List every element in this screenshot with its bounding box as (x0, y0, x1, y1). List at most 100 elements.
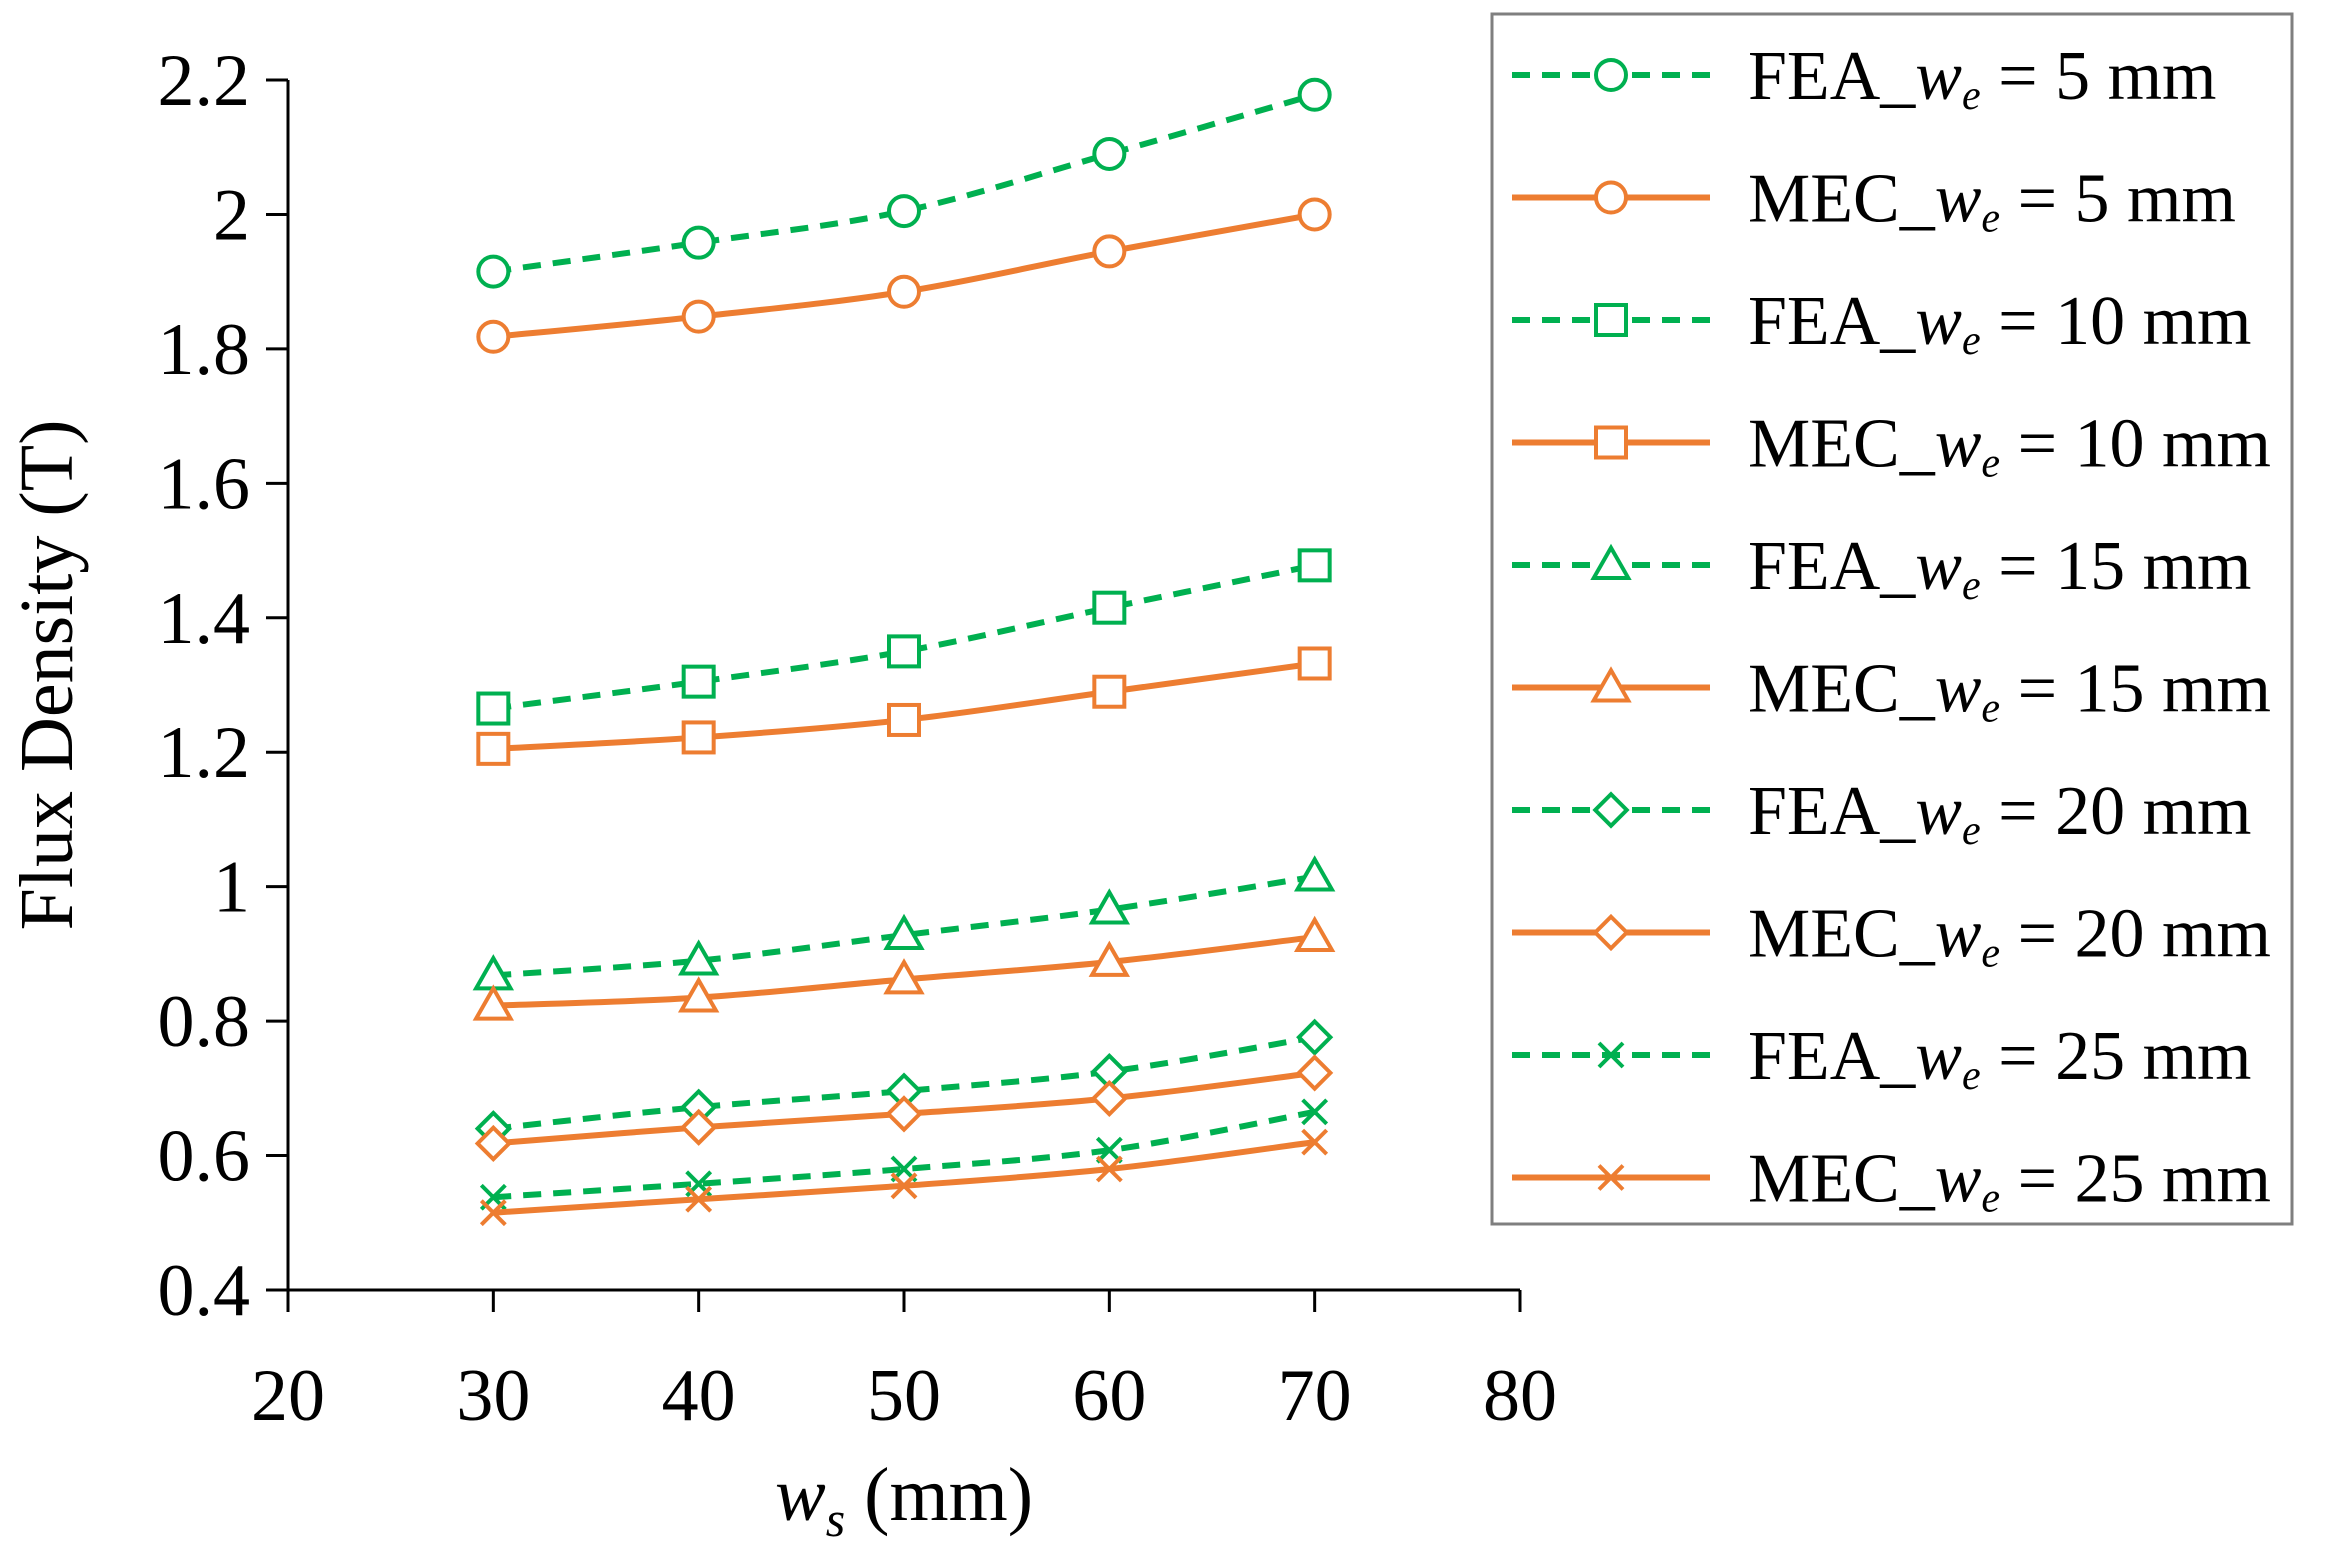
legend-label-prefix: MEC_ (1748, 161, 1936, 238)
data-point-circle (1297, 197, 1332, 232)
data-point-circle (476, 319, 511, 354)
y-tick-label: 0.6 (158, 1116, 251, 1198)
legend-label-suffix: = 20 mm (1981, 773, 2252, 850)
y-tick-label: 1.8 (158, 309, 251, 391)
series-line (493, 873, 1316, 979)
legend-label-var: w (1915, 528, 1962, 605)
legend-box (1490, 12, 2294, 1226)
data-point-triangle (677, 939, 720, 976)
data-point-circle (887, 274, 921, 309)
legend-label-suffix: = 20 mm (2000, 896, 2271, 973)
legend-entry: MEC_we = 15 mm (1512, 651, 2271, 732)
data-point-circle (1092, 136, 1127, 171)
legend-label-prefix: MEC_ (1748, 651, 1936, 728)
data-point-circle (1594, 58, 1628, 92)
data-point-triangle (1293, 855, 1336, 892)
data-point-diamond (1592, 791, 1630, 829)
legend-entry: FEA_we = 10 mm (1512, 283, 2251, 364)
data-point-triangle (1088, 888, 1131, 925)
legend-entry: FEA_we = 20 mm (1512, 773, 2251, 854)
legend-label-prefix: MEC_ (1748, 406, 1936, 483)
data-point-square (476, 731, 511, 766)
series-line (492, 91, 1316, 275)
legend-label-sub: e (1981, 196, 2000, 242)
series-fea-triangle (472, 855, 1336, 991)
x-axis-title: ws (mm) (775, 1453, 1033, 1547)
data-point-square (1297, 548, 1332, 583)
y-axis-title: Flux Density (T) (5, 420, 89, 931)
data-point-diamond (1296, 1018, 1334, 1056)
x-tick-label: 20 (251, 1355, 325, 1437)
series-mec-square (476, 646, 1332, 766)
data-point-square (476, 691, 511, 726)
series-line (493, 1139, 1316, 1216)
legend-label-suffix: = 15 mm (2000, 651, 2271, 728)
y-tick-label: 1.6 (158, 443, 251, 525)
data-point-x (1301, 1098, 1329, 1126)
legend-label-var: w (1935, 161, 1982, 238)
legend-label-sub: e (1962, 1053, 1981, 1099)
data-point-x (890, 1172, 918, 1200)
legend-label: FEA_we = 15 mm (1748, 528, 2251, 609)
series-mec-x (479, 1128, 1329, 1227)
legend-entry: MEC_we = 20 mm (1512, 896, 2271, 977)
legend-entry: FEA_we = 15 mm (1512, 528, 2251, 609)
data-point-square (887, 634, 921, 669)
legend-label-prefix: FEA_ (1748, 773, 1916, 850)
data-point-triangle (1590, 666, 1632, 703)
legend-entry: MEC_we = 10 mm (1512, 406, 2271, 487)
data-point-x (1597, 1041, 1625, 1069)
series-line (492, 562, 1316, 712)
legend-label-suffix: = 25 mm (1981, 1018, 2252, 1095)
legend-label-var: w (1915, 773, 1962, 850)
legend-label-suffix: = 15 mm (1981, 528, 2252, 605)
x-axis-title-var: w (775, 1453, 826, 1537)
series-mec-diamond (474, 1054, 1334, 1163)
data-point-diamond (1090, 1079, 1128, 1117)
y-tick-label: 1.2 (158, 712, 251, 794)
legend-label-prefix: MEC_ (1748, 1141, 1936, 1218)
x-axis-title-sub: s (826, 1491, 845, 1547)
legend-label-var: w (1915, 38, 1962, 115)
legend-label-sub: e (1981, 1176, 2000, 1222)
legend-label: MEC_we = 25 mm (1748, 1141, 2271, 1222)
legend-label: MEC_we = 20 mm (1748, 896, 2271, 977)
x-tick-label: 60 (1072, 1355, 1146, 1437)
data-point-triangle (883, 913, 925, 951)
legend-label-suffix: = 5 mm (1981, 38, 2217, 115)
data-point-diamond (1296, 1054, 1334, 1092)
legend-label-sub: e (1962, 563, 1981, 609)
legend-entry: MEC_we = 25 mm (1512, 1141, 2271, 1222)
legend-entry: FEA_we = 5 mm (1512, 38, 2216, 119)
data-point-x (685, 1185, 713, 1213)
legend-label-var: w (1915, 283, 1962, 360)
data-point-diamond (1592, 913, 1630, 952)
data-point-x (1301, 1128, 1329, 1156)
legend-label-prefix: FEA_ (1748, 1018, 1916, 1095)
legend-entry: MEC_we = 5 mm (1512, 161, 2236, 242)
data-point-x (479, 1199, 507, 1227)
series-mec-circle (476, 197, 1332, 354)
data-point-square (1092, 674, 1127, 709)
legend-label-prefix: FEA_ (1748, 528, 1916, 605)
series-fea-circle (476, 77, 1332, 289)
data-point-triangle (1590, 543, 1632, 580)
data-point-circle (476, 254, 511, 289)
legend-label-suffix: = 10 mm (1981, 283, 2252, 360)
data-point-triangle (472, 984, 515, 1021)
legend-label-sub: e (1981, 931, 2000, 977)
legend-label-var: w (1935, 896, 1982, 973)
series-line (493, 1108, 1316, 1201)
data-point-circle (1297, 77, 1332, 112)
legend-label-sub: e (1962, 808, 1981, 854)
x-axis-title-rest: (mm) (845, 1453, 1033, 1537)
legend-label: FEA_we = 5 mm (1748, 38, 2216, 119)
data-point-square (1092, 590, 1127, 625)
data-point-circle (681, 225, 716, 260)
x-tick-label: 70 (1278, 1355, 1352, 1437)
legend-label-sub: e (1962, 73, 1981, 119)
legend-label: FEA_we = 10 mm (1748, 283, 2251, 364)
legend-label: MEC_we = 5 mm (1748, 161, 2236, 242)
